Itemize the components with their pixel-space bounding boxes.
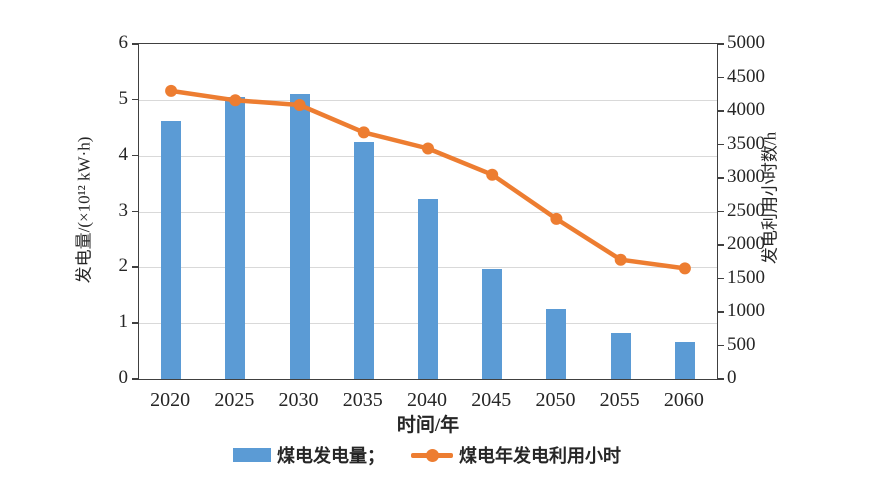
line-swatch-icon [411,448,453,462]
right-tick-mark [717,311,724,313]
x-tick-label-2025: 2025 [214,389,255,411]
right-tick-mark [717,378,724,380]
right-tick-label: 3000 [727,166,765,187]
right-tick-mark [717,143,724,145]
left-tick-mark [132,43,138,45]
x-tick-label-2035: 2035 [342,389,383,411]
x-tick-label-2040: 2040 [407,389,447,411]
line-marker-2020 [165,84,178,97]
line-marker-2045 [486,168,499,181]
right-tick-label: 500 [727,333,756,355]
right-tick-label: 2500 [727,199,765,221]
right-tick-label: 0 [727,367,737,388]
legend-item-line: 煤电年发电利用小时 [411,442,621,468]
left-tick-label: 2 [118,255,129,277]
left-tick-label: 0 [118,367,129,388]
plot-area [138,43,718,380]
right-tick-label: 1000 [727,300,765,321]
bar-2035 [353,141,374,379]
left-tick-label: 1 [118,311,129,333]
legend: 煤电发电量； 煤电年发电利用小时 [138,442,716,468]
left-tick-mark [132,210,138,212]
line-swatch-marker [426,449,439,462]
bar-2025 [225,97,246,379]
line-path [170,88,686,271]
legend-item-bar: 煤电发电量； [233,442,385,468]
line-marker-2055 [614,253,627,266]
right-tick-mark [717,110,724,112]
x-tick-label-2060: 2060 [663,389,704,411]
x-tick-label-2050: 2050 [535,389,576,411]
right-tick-mark [717,344,724,346]
right-tick-label: 3500 [727,132,765,154]
right-tick-mark [717,277,724,279]
right-tick-label: 1500 [727,266,765,288]
x-tick-label-2045: 2045 [471,389,512,411]
x-axis-title: 时间/年 [396,415,460,436]
bar-2045 [482,269,503,379]
right-tick-mark [717,244,724,246]
right-tick-mark [717,177,724,179]
legend-bar-label: 煤电发电量； [277,446,385,466]
line-series [165,84,691,275]
line-marker-2035 [357,126,370,139]
x-tick-label-2055: 2055 [599,389,640,411]
line-marker-2060 [678,262,691,275]
x-tick-label-2020: 2020 [150,389,191,411]
left-tick-mark [132,266,138,268]
left-axis-title: 发电量/(×10¹² kW·h) [74,136,94,284]
line-marker-2050 [550,212,563,225]
bar-2020 [161,120,182,379]
right-tick-mark [717,43,724,45]
bar-2055 [610,333,631,379]
bar-swatch-icon [233,448,271,462]
line-marker-2040 [422,142,434,155]
right-tick-label: 4000 [727,99,765,120]
left-tick-label: 5 [118,87,129,109]
bar-2040 [418,199,438,379]
bar-2030 [289,94,310,379]
legend-line-label: 煤电年发电利用小时 [459,446,621,466]
x-tick-label-2030: 2030 [278,389,319,411]
grid-line [139,99,717,101]
right-tick-mark [717,76,724,78]
left-tick-label: 6 [118,32,129,53]
left-tick-mark [132,154,138,157]
line-marker-2025 [229,94,242,107]
right-tick-label: 5000 [727,32,765,53]
bar-2050 [546,309,567,379]
line-marker-2030 [293,99,306,111]
left-tick-label: 4 [118,143,129,165]
left-tick-mark [132,98,138,101]
left-tick-mark [132,322,138,324]
right-axis-title: 发电利用小时数/h [760,131,780,265]
right-tick-label: 2000 [727,233,765,254]
bar-2060 [674,342,695,379]
grid-line [139,155,717,157]
right-tick-label: 4500 [727,65,765,87]
right-tick-mark [717,210,724,212]
left-tick-label: 3 [118,199,129,221]
left-tick-mark [132,378,138,380]
